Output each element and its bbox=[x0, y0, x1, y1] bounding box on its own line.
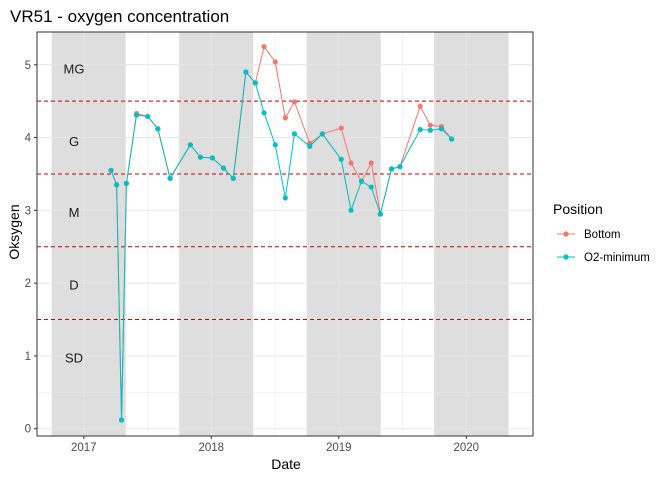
data-point-o2-minimum bbox=[118, 417, 125, 423]
data-point-o2-minimum bbox=[209, 155, 215, 161]
data-point-o2-minimum bbox=[108, 167, 114, 173]
legend-label-o2-minimum: O2-minimum bbox=[584, 252, 650, 264]
data-point-o2-minimum bbox=[133, 112, 140, 118]
data-point-o2-minimum bbox=[261, 110, 267, 116]
legend: Position Bottom O2-minimum bbox=[553, 201, 650, 264]
x-axis-title: Date bbox=[271, 456, 301, 472]
data-point-o2-minimum bbox=[291, 131, 298, 137]
x-tick-label: 2019 bbox=[326, 442, 352, 454]
class-label-sd: SD bbox=[65, 350, 83, 365]
data-point-o2-minimum bbox=[348, 207, 354, 213]
data-point-o2-minimum bbox=[155, 126, 161, 132]
data-point-o2-minimum bbox=[123, 180, 130, 187]
data-point-o2-minimum bbox=[272, 142, 278, 148]
data-point-bottom bbox=[291, 99, 298, 105]
y-tick-label: 5 bbox=[25, 60, 31, 72]
data-point-o2-minimum bbox=[197, 154, 204, 160]
data-point-o2-minimum bbox=[307, 143, 313, 149]
data-point-o2-minimum bbox=[243, 69, 249, 75]
y-tick-label: 2 bbox=[25, 278, 31, 290]
x-tick-label: 2020 bbox=[453, 442, 479, 454]
data-point-o2-minimum bbox=[377, 211, 383, 217]
data-point-o2-minimum bbox=[427, 127, 433, 133]
shaded-period bbox=[179, 32, 254, 436]
data-point-o2-minimum bbox=[388, 166, 395, 172]
shaded-period bbox=[51, 32, 126, 436]
class-label-m: M bbox=[69, 205, 80, 220]
series-line-o2-minimum bbox=[110, 70, 452, 421]
legend-key-point-o2-minimum bbox=[563, 254, 569, 260]
chart-title: VR51 - oxygen concentration bbox=[10, 7, 229, 26]
y-tick-label: 1 bbox=[25, 351, 31, 363]
data-point-o2-minimum bbox=[230, 175, 236, 181]
data-point-o2-minimum bbox=[417, 126, 423, 133]
legend-title: Position bbox=[553, 201, 603, 217]
class-label-d: D bbox=[69, 278, 78, 293]
data-point-o2-minimum bbox=[338, 156, 344, 162]
data-point-bottom bbox=[368, 160, 374, 166]
data-point-bottom bbox=[417, 103, 423, 109]
legend-label-bottom: Bottom bbox=[584, 229, 620, 241]
shaded-period bbox=[306, 32, 381, 436]
y-tick-label: 3 bbox=[25, 205, 31, 217]
data-point-o2-minimum bbox=[368, 184, 374, 190]
data-point-o2-minimum bbox=[282, 195, 288, 201]
panel-border bbox=[36, 31, 534, 437]
data-point-bottom bbox=[282, 115, 288, 121]
data-point-o2-minimum bbox=[167, 175, 173, 181]
y-tick-label: 4 bbox=[25, 133, 32, 145]
plot-area: MG G M D SD 0 1 2 3 4 5 2017 2018 2019 2020 bbox=[25, 31, 534, 454]
data-point-o2-minimum bbox=[449, 136, 455, 142]
shaded-period bbox=[434, 32, 509, 436]
data-point-o2-minimum bbox=[220, 165, 227, 171]
data-point-o2-minimum bbox=[319, 131, 325, 137]
data-point-bottom bbox=[338, 125, 344, 131]
data-point-o2-minimum bbox=[438, 126, 445, 132]
y-tick-label: 0 bbox=[25, 424, 31, 436]
data-point-o2-minimum bbox=[187, 142, 193, 148]
data-point-o2-minimum bbox=[358, 178, 365, 184]
x-tick-label: 2018 bbox=[199, 442, 225, 454]
data-point-bottom bbox=[427, 122, 433, 128]
data-point-o2-minimum bbox=[145, 113, 151, 120]
class-label-g: G bbox=[69, 134, 79, 149]
data-point-bottom bbox=[272, 59, 278, 65]
data-point-bottom bbox=[348, 160, 354, 166]
data-point-bottom bbox=[261, 43, 267, 50]
y-axis-title: Oksygen bbox=[6, 204, 22, 259]
data-point-o2-minimum bbox=[397, 164, 403, 170]
data-point-o2-minimum bbox=[114, 182, 120, 188]
legend-key-point-bottom bbox=[563, 231, 569, 237]
class-label-mg: MG bbox=[64, 61, 85, 76]
x-tick-label: 2017 bbox=[71, 442, 97, 454]
data-point-o2-minimum bbox=[252, 80, 258, 86]
